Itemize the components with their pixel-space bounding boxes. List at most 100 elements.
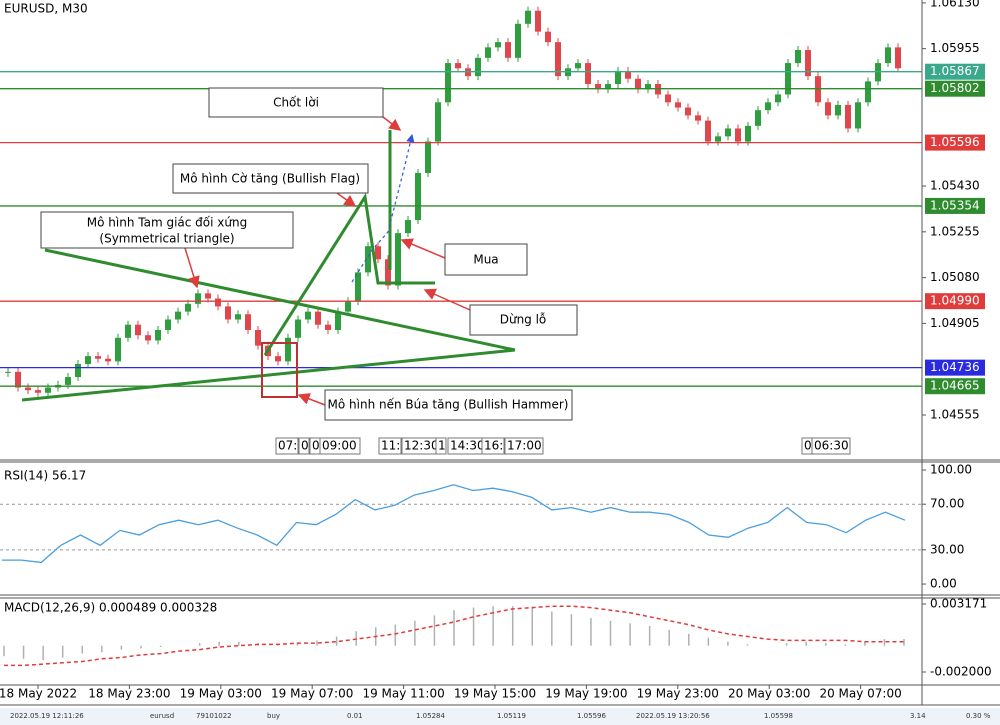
session-tag xyxy=(435,437,447,455)
candle xyxy=(145,335,151,341)
x-tick-label: 19 May 07:00 xyxy=(271,687,353,701)
session-label: 14:30 xyxy=(450,439,485,453)
indicator-title: RSI(14) 56.17 xyxy=(4,469,86,483)
candle xyxy=(455,63,461,69)
candle xyxy=(585,63,591,84)
candle xyxy=(645,83,651,90)
candle xyxy=(515,23,521,58)
session-label: 09:00 xyxy=(322,439,357,453)
candle xyxy=(85,356,91,364)
candle xyxy=(425,141,431,173)
candle xyxy=(135,324,141,336)
session-tag xyxy=(298,437,310,455)
candle xyxy=(225,306,231,320)
candle xyxy=(35,390,41,393)
y-tick-label: 1.05080 xyxy=(930,270,980,284)
candle xyxy=(635,78,641,90)
candle xyxy=(725,128,731,137)
chart-title: EURUSD, M30 xyxy=(4,2,88,16)
price-level-tag xyxy=(925,134,985,151)
price-level-tag xyxy=(925,378,985,395)
status-field: 1.05596 xyxy=(577,712,606,720)
candle xyxy=(295,319,301,338)
status-field: buy xyxy=(267,712,280,720)
session-label: 11: xyxy=(381,439,400,453)
candle xyxy=(365,246,371,273)
annotation-box xyxy=(172,163,369,194)
candle xyxy=(215,298,221,307)
session-tag xyxy=(378,437,402,455)
candle xyxy=(375,246,381,260)
annotation: Mô hình Tam giác đối xứng xyxy=(87,216,247,230)
candle xyxy=(15,371,21,388)
status-bar xyxy=(0,708,1000,725)
price-level-label: 1.04665 xyxy=(930,379,980,393)
arrow xyxy=(184,247,200,289)
candle xyxy=(545,31,551,43)
x-tick-label: 19 May 23:00 xyxy=(637,687,719,701)
session-label: 07: xyxy=(278,439,297,453)
candle xyxy=(315,311,321,325)
candle xyxy=(435,102,441,142)
candle xyxy=(395,233,401,286)
x-tick-label: 20 May 03:00 xyxy=(728,687,810,701)
candle xyxy=(205,293,211,299)
status-field: 3.14 xyxy=(910,712,926,720)
session-tag xyxy=(811,437,851,455)
price-level-tag xyxy=(925,63,985,80)
annotation: (Symmetrical triangle) xyxy=(99,232,234,246)
price-level-tag xyxy=(925,359,985,376)
y-tick-label: 1.06130 xyxy=(930,0,980,9)
candle xyxy=(845,104,851,129)
annotation: Mô hình Cờ tăng (Bullish Flag) xyxy=(180,172,360,186)
y-tick-label: 1.04555 xyxy=(930,407,980,421)
candle xyxy=(355,272,361,302)
triangle-upper xyxy=(44,248,516,352)
x-tick-label: 18 May 2022 xyxy=(0,687,77,701)
status-field: eurusd xyxy=(150,712,174,720)
candle xyxy=(405,220,411,234)
price-level-tag xyxy=(925,80,985,97)
status-field: 2022.05.19 13:20:56 xyxy=(636,712,710,720)
x-tick-label: 19 May 11:00 xyxy=(362,687,444,701)
y-tick-label: 1.05430 xyxy=(930,179,980,193)
candle xyxy=(575,63,581,69)
candle xyxy=(285,337,291,362)
candle xyxy=(335,311,341,330)
candle xyxy=(115,337,121,362)
y-tick-label: 1.05255 xyxy=(930,224,980,238)
candle xyxy=(605,83,611,90)
annotation: Mô hình nến Búa tăng (Bullish Hammer) xyxy=(328,398,569,412)
indicator-title: MACD(12,26,9) 0.000489 0.000328 xyxy=(4,601,217,615)
arrow xyxy=(297,393,326,406)
candle xyxy=(745,125,751,142)
x-tick-label: 19 May 03:00 xyxy=(180,687,262,701)
candle xyxy=(555,42,561,77)
session-label: 0 xyxy=(312,439,320,453)
annotation: Dừng lỗ xyxy=(500,313,547,327)
y-tick-label: 0.003171 xyxy=(930,596,987,610)
status-field: 1.05284 xyxy=(416,712,445,720)
candle xyxy=(765,102,771,111)
candle xyxy=(865,81,871,103)
annotation-box xyxy=(208,87,384,118)
candle xyxy=(675,102,681,108)
status-field: 0.30 % xyxy=(966,712,991,720)
annotations: Chốt lời Mô hình Cờ tăng (Bullish Flag) … xyxy=(40,87,578,421)
price-level-tag xyxy=(925,197,985,214)
candle xyxy=(855,102,861,129)
candle xyxy=(105,358,111,362)
y-tick-label: 30.00 xyxy=(930,542,964,556)
candle xyxy=(255,329,261,346)
candle xyxy=(155,329,161,341)
y-tick-label: 1.04905 xyxy=(930,316,980,330)
candle xyxy=(755,110,761,126)
price-level-label: 1.04736 xyxy=(930,360,980,374)
candle xyxy=(525,10,531,24)
session-tag xyxy=(504,437,544,455)
bullish-flag xyxy=(263,192,435,356)
x-tick-label: 19 May 19:00 xyxy=(545,687,627,701)
session-tag xyxy=(481,437,505,455)
candle xyxy=(705,120,711,142)
candle xyxy=(685,107,691,116)
